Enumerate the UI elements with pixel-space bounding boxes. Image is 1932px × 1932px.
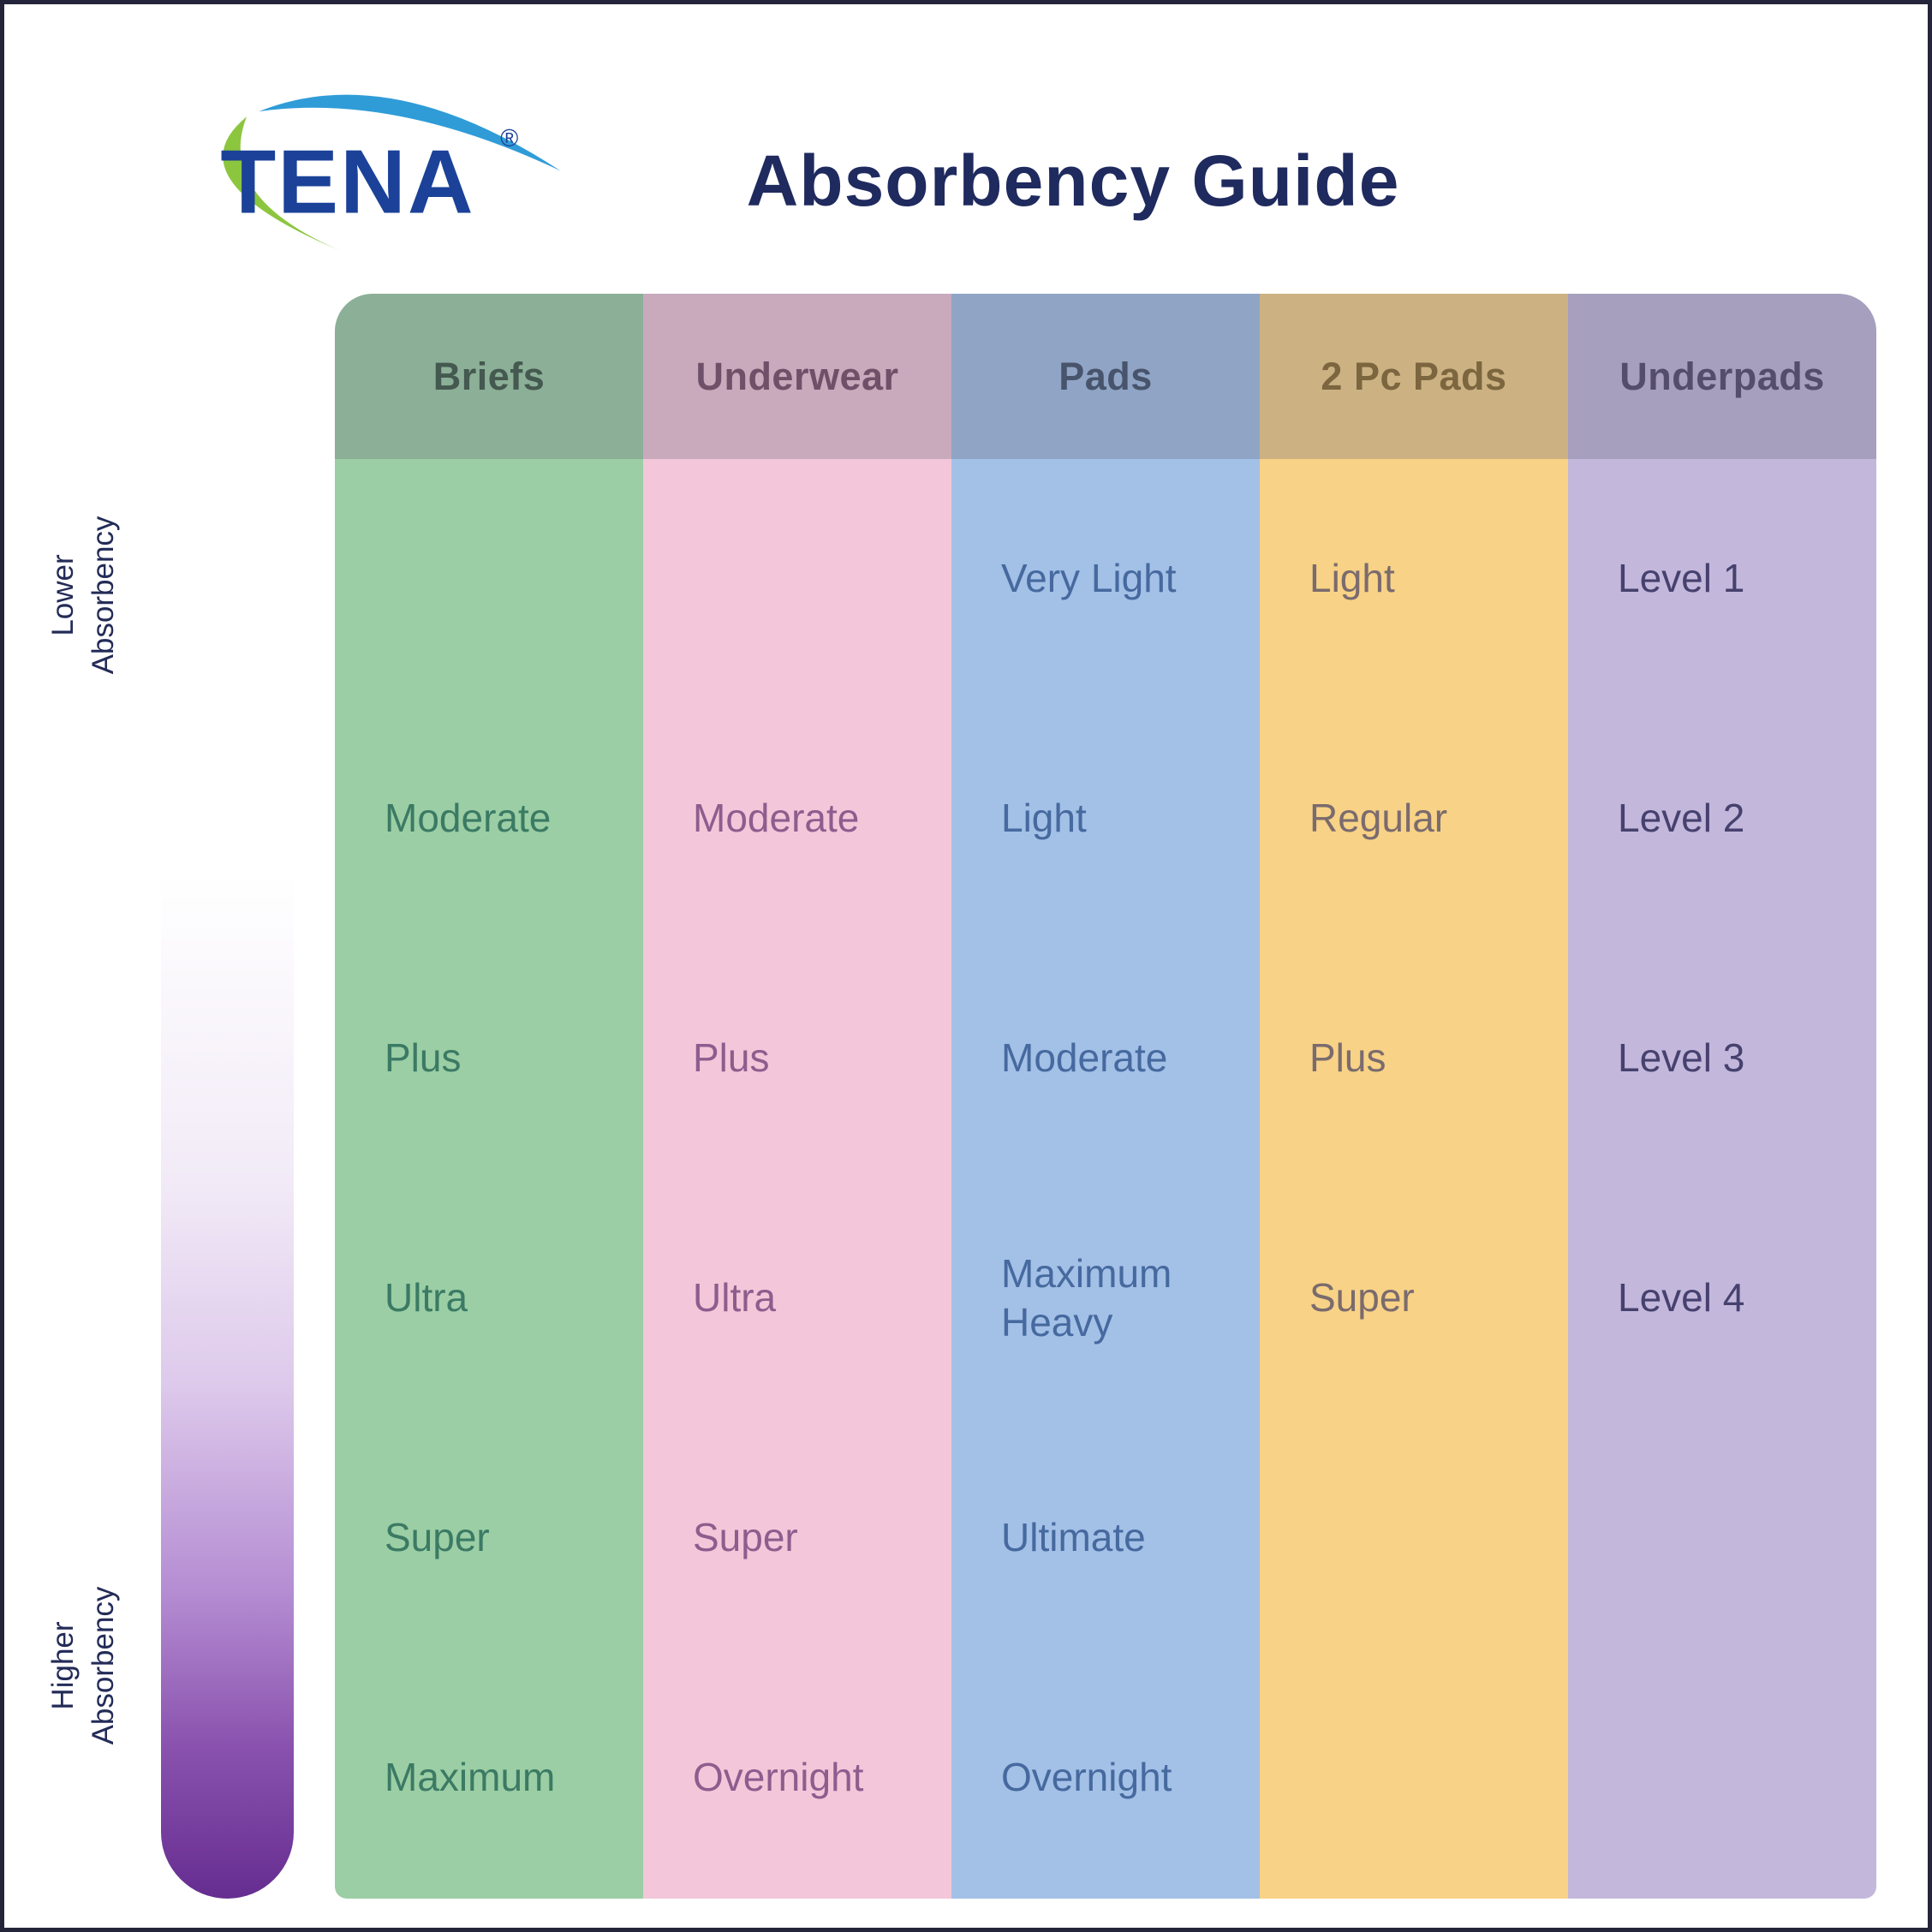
table-cell (643, 459, 951, 699)
column-underwear: Underwear Moderate Plus Ultra Super Over… (643, 294, 951, 1899)
column-header-briefs: Briefs (432, 354, 546, 398)
column-underpads: Underpads Level 1 Level 2 Level 3 Level … (1568, 294, 1876, 1899)
table-cell: Overnight (693, 1755, 864, 1800)
column-header-pads: Pads (1058, 354, 1153, 398)
lower-absorbency-label-line1: Lower (46, 554, 80, 636)
table-cell: Super (385, 1515, 490, 1560)
table-cell (1260, 1658, 1568, 1898)
table-cell (335, 459, 643, 699)
table-cell: Moderate (1001, 1035, 1168, 1081)
column-pads: Pads Very Light Light Moderate Maximum H… (951, 294, 1260, 1899)
column-briefs: Briefs Moderate Plus Ultra Super Maximum (335, 294, 643, 1899)
table-cell: Super (693, 1515, 798, 1560)
table-cell: Maximum (385, 1755, 556, 1800)
table-cell: Very Light (1001, 556, 1177, 601)
column-2pc-pads: 2 Pc Pads Light Regular Plus Super (1260, 294, 1568, 1899)
table-cell: Maximum Heavy (1001, 1250, 1172, 1345)
column-header-underwear: Underwear (695, 354, 899, 398)
table-cell: Level 4 (1618, 1275, 1745, 1321)
table-cell: Regular (1309, 796, 1448, 841)
table-cell: Overnight (1001, 1755, 1172, 1800)
tena-logo-registered-mark: ® (500, 125, 518, 152)
column-header-2pc-pads: 2 Pc Pads (1321, 354, 1507, 398)
higher-absorbency-label-line1: Higher (46, 1621, 80, 1710)
table-cell: Ultimate (1001, 1515, 1146, 1560)
table-cell: Plus (1309, 1035, 1386, 1081)
table-cell: Moderate (385, 796, 552, 841)
table-cell (1260, 1418, 1568, 1658)
higher-absorbency-label: Higher Absorbency (43, 1554, 146, 1777)
tena-logo-text: TENA (220, 131, 474, 233)
higher-absorbency-label-line2: Absorbency (86, 1586, 121, 1745)
absorbency-table: Briefs Moderate Plus Ultra Super Maximum… (335, 294, 1876, 1899)
table-cell: Level 2 (1618, 796, 1745, 841)
page-title: Absorbency Guide (746, 140, 1400, 221)
table-cell: Level 3 (1618, 1035, 1745, 1081)
tena-swoosh-green-icon (223, 116, 343, 252)
table-cell: Level 1 (1618, 556, 1745, 601)
table-cell: Ultra (385, 1275, 468, 1321)
table-cell: Light (1309, 556, 1395, 601)
tena-swoosh-blue-icon (259, 94, 561, 171)
table-cell: Super (1309, 1275, 1415, 1321)
absorbency-gradient-bar (161, 514, 294, 1899)
table-cell: Moderate (693, 796, 860, 841)
table-cell: Ultra (693, 1275, 777, 1321)
table-cell: Light (1001, 796, 1087, 841)
table-cell: Plus (385, 1035, 462, 1081)
tena-logo: TENA ® (220, 94, 561, 252)
table-cell: Plus (693, 1035, 770, 1081)
table-cell (1568, 1658, 1876, 1898)
table-cell (1568, 1418, 1876, 1658)
column-header-underpads: Underpads (1619, 354, 1825, 398)
lower-absorbency-label: Lower Absorbency (43, 484, 146, 707)
lower-absorbency-label-line2: Absorbency (86, 516, 121, 675)
